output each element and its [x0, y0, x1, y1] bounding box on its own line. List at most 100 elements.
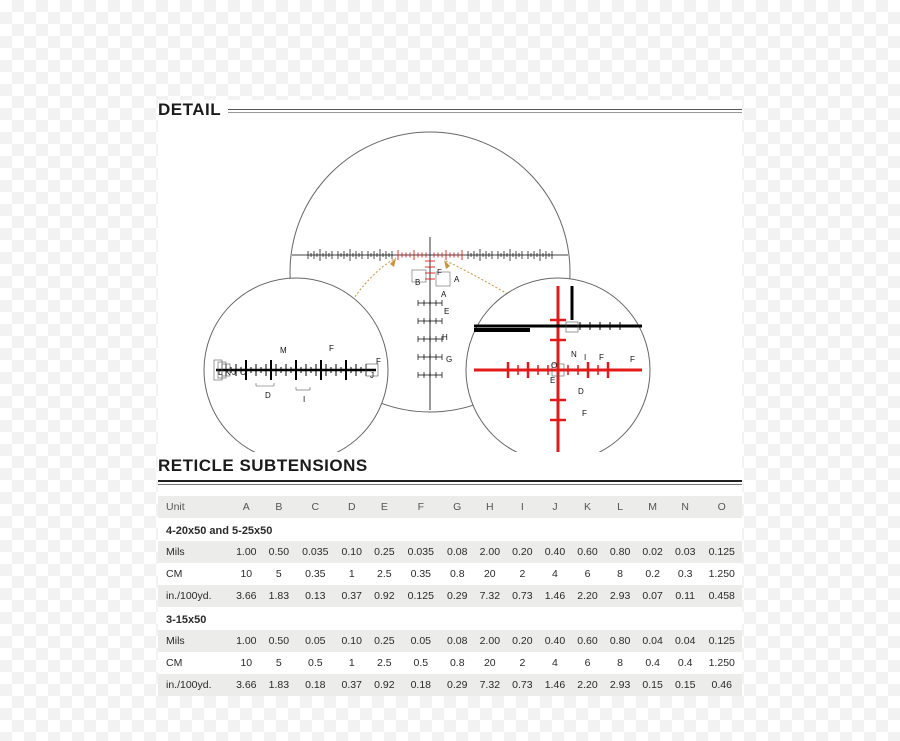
value-cell: 6	[571, 563, 604, 585]
value-cell: 0.50	[263, 541, 296, 563]
value-cell: 20	[474, 652, 507, 674]
value-cell: 1.00	[230, 630, 263, 652]
table-row: Mils1.000.500.050.100.250.050.082.000.20…	[158, 630, 742, 652]
unit-cell: Mils	[158, 541, 230, 563]
col-o: O	[701, 496, 742, 518]
col-j: J	[539, 496, 572, 518]
table-section: 3-15x50	[158, 607, 742, 630]
value-cell: 0.5	[401, 652, 441, 674]
value-cell: 0.2	[636, 563, 669, 585]
svg-text:F: F	[630, 355, 635, 364]
value-cell: 0.80	[604, 630, 637, 652]
col-a: A	[230, 496, 263, 518]
value-cell: 0.18	[295, 674, 335, 696]
detail-rule	[228, 109, 742, 110]
value-cell: 8	[604, 563, 637, 585]
value-cell: 0.73	[506, 674, 539, 696]
section-title: 3-15x50	[158, 607, 742, 630]
value-cell: 0.8	[441, 652, 474, 674]
svg-text:B: B	[415, 278, 420, 287]
svg-text:M: M	[280, 346, 287, 355]
value-cell: 6	[571, 652, 604, 674]
value-cell: 2	[506, 563, 539, 585]
value-cell: 0.20	[506, 541, 539, 563]
col-l: L	[604, 496, 637, 518]
col-d: D	[335, 496, 368, 518]
svg-text:L: L	[218, 368, 223, 377]
value-cell: 0.125	[701, 630, 742, 652]
value-cell: 0.13	[295, 585, 335, 607]
value-cell: 0.60	[571, 630, 604, 652]
value-cell: 0.04	[669, 630, 702, 652]
heading-subtensions: RETICLE SUBTENSIONS	[158, 456, 742, 482]
value-cell: 3.66	[230, 674, 263, 696]
value-cell: 0.08	[441, 541, 474, 563]
svg-text:H: H	[442, 333, 448, 342]
value-cell: 0.035	[401, 541, 441, 563]
value-cell: 0.29	[441, 674, 474, 696]
value-cell: 0.5	[295, 652, 335, 674]
subtensions-table: UnitABCDEFGHIJKLMNO4-20x50 and 5-25x50Mi…	[158, 496, 742, 696]
value-cell: 4	[539, 652, 572, 674]
value-cell: 0.25	[368, 541, 401, 563]
unit-cell: CM	[158, 563, 230, 585]
value-cell: 1.250	[701, 652, 742, 674]
value-cell: 10	[230, 563, 263, 585]
table-row: in./100yd.3.661.830.130.370.920.1250.297…	[158, 585, 742, 607]
svg-text:F: F	[599, 353, 604, 362]
value-cell: 1.83	[263, 585, 296, 607]
heading-detail: DETAIL	[158, 100, 742, 122]
value-cell: 5	[263, 563, 296, 585]
svg-text:F: F	[376, 357, 381, 366]
value-cell: 0.20	[506, 630, 539, 652]
value-cell: 0.08	[441, 630, 474, 652]
value-cell: 0.04	[636, 630, 669, 652]
col-e: E	[368, 496, 401, 518]
heading-subtensions-text: RETICLE SUBTENSIONS	[158, 456, 368, 475]
section-title: 4-20x50 and 5-25x50	[158, 518, 742, 541]
reticle-svg: FBAAEHG12LKJCMFFJDIOENIFFDF	[158, 122, 742, 452]
col-c: C	[295, 496, 335, 518]
value-cell: 0.80	[604, 541, 637, 563]
unit-cell: in./100yd.	[158, 674, 230, 696]
value-cell: 2.5	[368, 652, 401, 674]
value-cell: 0.3	[669, 563, 702, 585]
value-cell: 0.125	[701, 541, 742, 563]
value-cell: 8	[604, 652, 637, 674]
table-row: in./100yd.3.661.830.180.370.920.180.297.…	[158, 674, 742, 696]
svg-text:I: I	[584, 353, 586, 362]
col-i: I	[506, 496, 539, 518]
table-row: CM1050.3512.50.350.82024680.20.31.250	[158, 563, 742, 585]
value-cell: 2.00	[474, 630, 507, 652]
sub-rule	[158, 480, 742, 482]
table-header-row: UnitABCDEFGHIJKLMNO	[158, 496, 742, 518]
col-f: F	[401, 496, 441, 518]
svg-text:O: O	[551, 361, 557, 370]
svg-text:D: D	[578, 387, 584, 396]
value-cell: 0.40	[539, 541, 572, 563]
svg-text:N: N	[571, 350, 577, 359]
value-cell: 0.25	[368, 630, 401, 652]
value-cell: 0.05	[295, 630, 335, 652]
unit-cell: in./100yd.	[158, 585, 230, 607]
value-cell: 0.35	[295, 563, 335, 585]
value-cell: 0.458	[701, 585, 742, 607]
value-cell: 0.10	[335, 630, 368, 652]
value-cell: 0.03	[669, 541, 702, 563]
value-cell: 0.05	[401, 630, 441, 652]
value-cell: 0.125	[401, 585, 441, 607]
svg-text:C: C	[240, 368, 246, 377]
sub-rule-2	[158, 484, 742, 485]
value-cell: 1.83	[263, 674, 296, 696]
value-cell: 1.250	[701, 563, 742, 585]
value-cell: 0.15	[669, 674, 702, 696]
value-cell: 0.11	[669, 585, 702, 607]
heading-detail-text: DETAIL	[158, 100, 221, 119]
page: DETAIL FBAAEHG12LKJCMFFJDIOENIFFDF RETIC…	[158, 100, 742, 696]
value-cell: 3.66	[230, 585, 263, 607]
svg-text:D: D	[265, 391, 271, 400]
value-cell: 10	[230, 652, 263, 674]
unit-cell: CM	[158, 652, 230, 674]
value-cell: 0.35	[401, 563, 441, 585]
reticle-diagram: FBAAEHG12LKJCMFFJDIOENIFFDF	[158, 122, 742, 452]
